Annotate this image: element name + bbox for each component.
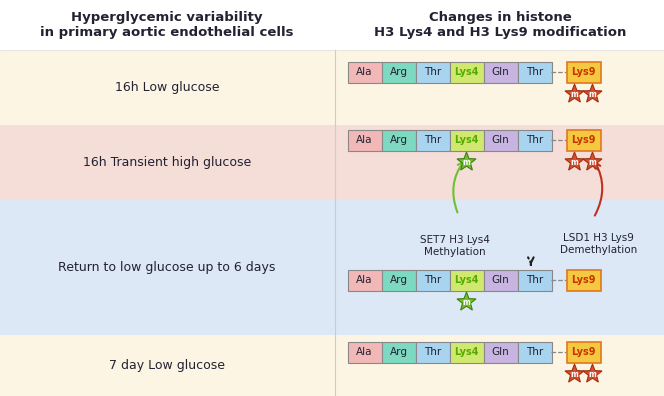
Bar [0,335,664,396]
FancyBboxPatch shape [416,270,450,291]
Text: Lys9: Lys9 [571,347,596,357]
Polygon shape [583,152,602,170]
FancyBboxPatch shape [483,270,517,291]
FancyBboxPatch shape [382,129,416,150]
Text: Thr: Thr [424,135,441,145]
Text: Ala: Ala [357,347,373,357]
FancyBboxPatch shape [566,270,600,291]
Text: 16h Transient high glucose: 16h Transient high glucose [83,156,251,169]
FancyBboxPatch shape [450,270,483,291]
Text: Ala: Ala [357,67,373,77]
Polygon shape [565,364,584,382]
Text: Thr: Thr [526,135,543,145]
FancyBboxPatch shape [483,61,517,82]
Text: Thr: Thr [424,67,441,77]
Text: Lys9: Lys9 [571,67,596,77]
FancyBboxPatch shape [517,129,552,150]
FancyBboxPatch shape [483,129,517,150]
Bar [0,50,664,125]
FancyBboxPatch shape [416,341,450,362]
FancyBboxPatch shape [382,341,416,362]
Text: Lys9: Lys9 [571,275,596,285]
FancyBboxPatch shape [347,61,382,82]
FancyBboxPatch shape [347,270,382,291]
FancyBboxPatch shape [450,129,483,150]
Text: Ala: Ala [357,275,373,285]
FancyBboxPatch shape [450,341,483,362]
Text: m: m [588,370,596,379]
FancyBboxPatch shape [382,270,416,291]
FancyBboxPatch shape [517,61,552,82]
Text: 16h Low glucose: 16h Low glucose [115,81,219,94]
FancyBboxPatch shape [483,341,517,362]
Text: Lys9: Lys9 [571,135,596,145]
Text: Arg: Arg [390,275,408,285]
Text: Arg: Arg [390,135,408,145]
FancyBboxPatch shape [416,61,450,82]
Bar [0,0,664,50]
Text: Arg: Arg [390,347,408,357]
FancyBboxPatch shape [416,129,450,150]
Text: m: m [588,158,596,167]
Text: m: m [570,370,578,379]
Text: Thr: Thr [526,347,543,357]
Text: m: m [588,90,596,99]
Text: Gln: Gln [491,275,509,285]
FancyBboxPatch shape [347,341,382,362]
Text: Gln: Gln [491,135,509,145]
FancyBboxPatch shape [450,61,483,82]
Polygon shape [457,152,476,170]
Text: Lys4: Lys4 [454,275,479,285]
Text: Thr: Thr [526,67,543,77]
Text: m: m [463,298,470,307]
FancyBboxPatch shape [566,61,600,82]
FancyBboxPatch shape [382,61,416,82]
Text: Return to low glucose up to 6 days: Return to low glucose up to 6 days [58,261,276,274]
Bar [0,125,664,200]
Text: Lys4: Lys4 [454,347,479,357]
Text: LSD1 H3 Lys9
Demethylation: LSD1 H3 Lys9 Demethylation [560,233,637,255]
Text: m: m [570,158,578,167]
Polygon shape [565,84,584,102]
Text: Gln: Gln [491,347,509,357]
FancyBboxPatch shape [517,341,552,362]
Text: Lys4: Lys4 [454,135,479,145]
Text: Arg: Arg [390,67,408,77]
Text: Changes in histone
H3 Lys4 and H3 Lys9 modification: Changes in histone H3 Lys4 and H3 Lys9 m… [374,11,626,39]
Text: Ala: Ala [357,135,373,145]
Text: Thr: Thr [424,275,441,285]
FancyBboxPatch shape [347,129,382,150]
FancyBboxPatch shape [517,270,552,291]
Polygon shape [565,152,584,170]
Bar [0,200,664,335]
FancyBboxPatch shape [566,129,600,150]
Text: m: m [570,90,578,99]
Text: Hyperglycemic variability
in primary aortic endothelial cells: Hyperglycemic variability in primary aor… [41,11,293,39]
Polygon shape [457,292,476,310]
Text: SET7 H3 Lys4
Methylation: SET7 H3 Lys4 Methylation [420,235,489,257]
Polygon shape [583,364,602,382]
Text: Gln: Gln [491,67,509,77]
Text: m: m [463,158,470,167]
Text: 7 day Low glucose: 7 day Low glucose [109,359,225,372]
Text: Thr: Thr [424,347,441,357]
Polygon shape [583,84,602,102]
Text: Thr: Thr [526,275,543,285]
FancyBboxPatch shape [566,341,600,362]
Text: Lys4: Lys4 [454,67,479,77]
